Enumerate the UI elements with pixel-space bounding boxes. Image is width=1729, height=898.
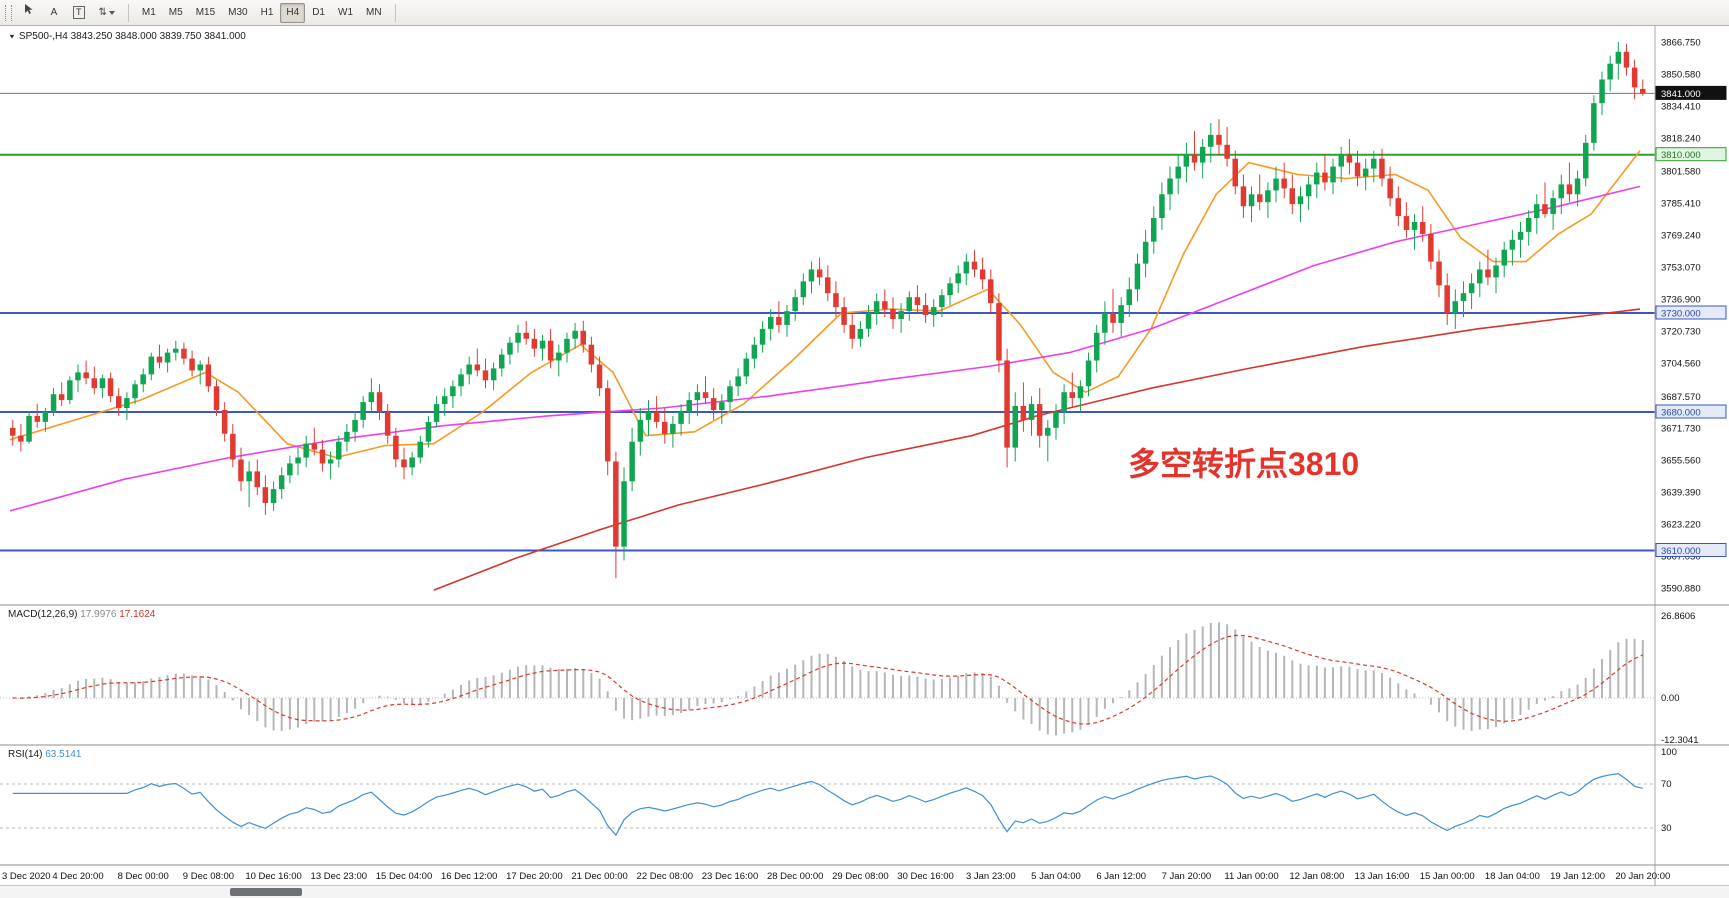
timeframe-M15[interactable]: M15	[190, 3, 221, 23]
price-axis-label: 3720.730	[1661, 326, 1701, 337]
svg-text:3610.000: 3610.000	[1661, 546, 1701, 557]
price-axis-label: 3785.410	[1661, 198, 1701, 209]
date-axis-label: 10 Dec 16:00	[245, 871, 302, 882]
date-axis-label: 30 Dec 16:00	[897, 871, 954, 882]
date-axis-label: 11 Jan 00:00	[1224, 871, 1278, 882]
top-toolbar: A T ⇅ M1 M5 M15 M30 H1 H4 D1 W1 MN	[0, 0, 1729, 26]
date-axis-label: 18 Jan 04:00	[1485, 871, 1540, 882]
timeframe-M5[interactable]: M5	[163, 3, 189, 23]
price-axis-label: 3753.070	[1661, 262, 1701, 273]
candles-layer	[10, 41, 1646, 579]
date-axis-label: 3 Jan 23:00	[966, 871, 1016, 882]
date-axis-label: 28 Dec 00:00	[767, 871, 824, 882]
macd-signal-line	[12, 634, 1644, 725]
date-axis-label: 5 Jan 04:00	[1031, 871, 1081, 882]
date-axis-label: 7 Jan 20:00	[1162, 871, 1212, 882]
date-axis-label: 16 Dec 12:00	[441, 871, 498, 882]
date-axis-label: 20 Jan 20:00	[1615, 871, 1670, 882]
price-axis-label: 3834.410	[1661, 101, 1701, 112]
price-axis-label: 3623.220	[1661, 519, 1701, 530]
ma-fast-line	[9, 150, 1641, 459]
text-label-tool-button[interactable]: T	[67, 3, 91, 23]
scale-tool-button[interactable]: ⇅	[93, 3, 121, 23]
date-axis-label: 29 Dec 08:00	[832, 871, 889, 882]
rsi-line	[12, 772, 1643, 837]
text-frame-icon: T	[73, 6, 85, 19]
price-axis-label: 3801.580	[1661, 166, 1701, 177]
macd-axis-label: 0.00	[1661, 693, 1680, 704]
horizontal-scrollbar-thumb[interactable]	[230, 888, 302, 896]
price-axis-label: 3671.730	[1661, 423, 1701, 434]
date-axis-label: 9 Dec 08:00	[183, 871, 234, 882]
rsi-axis-label: 100	[1661, 747, 1677, 758]
macd-histogram	[19, 622, 1644, 736]
text-tool-button[interactable]: A	[43, 3, 65, 23]
date-axis-label: 6 Jan 12:00	[1096, 871, 1146, 882]
svg-text:3730.000: 3730.000	[1661, 309, 1701, 320]
timeframe-H1[interactable]: H1	[255, 3, 280, 23]
date-axis-label: 13 Jan 16:00	[1355, 871, 1410, 882]
timeframe-MN[interactable]: MN	[360, 3, 388, 23]
date-axis-label: 22 Dec 08:00	[637, 871, 694, 882]
date-axis-label: 15 Dec 04:00	[376, 871, 433, 882]
timeframe-M1[interactable]: M1	[136, 3, 162, 23]
toolbar-drag-handle[interactable]	[5, 4, 12, 21]
price-axis-label: 3769.240	[1661, 230, 1701, 241]
ma-medium-line	[9, 185, 1641, 512]
macd-axis-label: 26.8606	[1661, 611, 1695, 622]
rsi-axis-label: 30	[1661, 823, 1672, 834]
date-axis-label: 23 Dec 16:00	[702, 871, 759, 882]
date-axis-label: 17 Dec 20:00	[506, 871, 563, 882]
timeframe-toolbar: M1 M5 M15 M30 H1 H4 D1 W1 MN	[136, 2, 388, 23]
date-axis-label: 3 Dec 2020	[2, 871, 51, 882]
timeframe-M30[interactable]: M30	[222, 3, 253, 23]
date-axis-label: 4 Dec 20:00	[52, 871, 103, 882]
toolbar-separator	[394, 3, 396, 22]
date-axis-label: 19 Jan 12:00	[1550, 871, 1605, 882]
date-axis-label: 13 Dec 23:00	[311, 871, 368, 882]
date-axis-label: 21 Dec 00:00	[571, 871, 628, 882]
rsi-axis-label: 70	[1661, 779, 1672, 790]
date-axis-label: 12 Jan 08:00	[1289, 871, 1344, 882]
toolbar-separator	[127, 3, 129, 22]
svg-text:3810.000: 3810.000	[1661, 150, 1701, 161]
updown-arrows-icon: ⇅	[98, 6, 107, 18]
macd-axis-label: -12.3041	[1661, 735, 1699, 746]
svg-text:3680.000: 3680.000	[1661, 408, 1701, 419]
cursor-tool-button[interactable]	[18, 3, 41, 23]
price-axis-label: 3655.560	[1661, 455, 1701, 466]
price-axis-label: 3736.900	[1661, 294, 1701, 305]
date-axis-label: 15 Jan 00:00	[1420, 871, 1475, 882]
price-axis-label: 3590.880	[1661, 583, 1701, 594]
price-axis-label: 3704.560	[1661, 358, 1701, 369]
price-axis-label: 3687.570	[1661, 392, 1701, 403]
price-axis-label: 3850.580	[1661, 69, 1701, 80]
timeframe-H4[interactable]: H4	[280, 2, 306, 23]
dropdown-caret-icon	[108, 10, 115, 15]
pointer-icon	[24, 3, 35, 22]
svg-text:3841.000: 3841.000	[1661, 89, 1701, 100]
price-axis-label: 3639.390	[1661, 487, 1701, 498]
chart-canvas[interactable]: 多空转折点3810 3866.750 3850.580 3834.410 3818.24…	[0, 26, 1729, 898]
timeframe-W1[interactable]: W1	[332, 3, 359, 23]
annotation-text: 多空转折点3810	[1128, 446, 1359, 482]
timeframe-D1[interactable]: D1	[306, 3, 331, 23]
price-axis-label: 3866.750	[1661, 37, 1701, 48]
price-axis-label: 3818.240	[1661, 133, 1701, 144]
date-axis-label: 8 Dec 00:00	[118, 871, 169, 882]
